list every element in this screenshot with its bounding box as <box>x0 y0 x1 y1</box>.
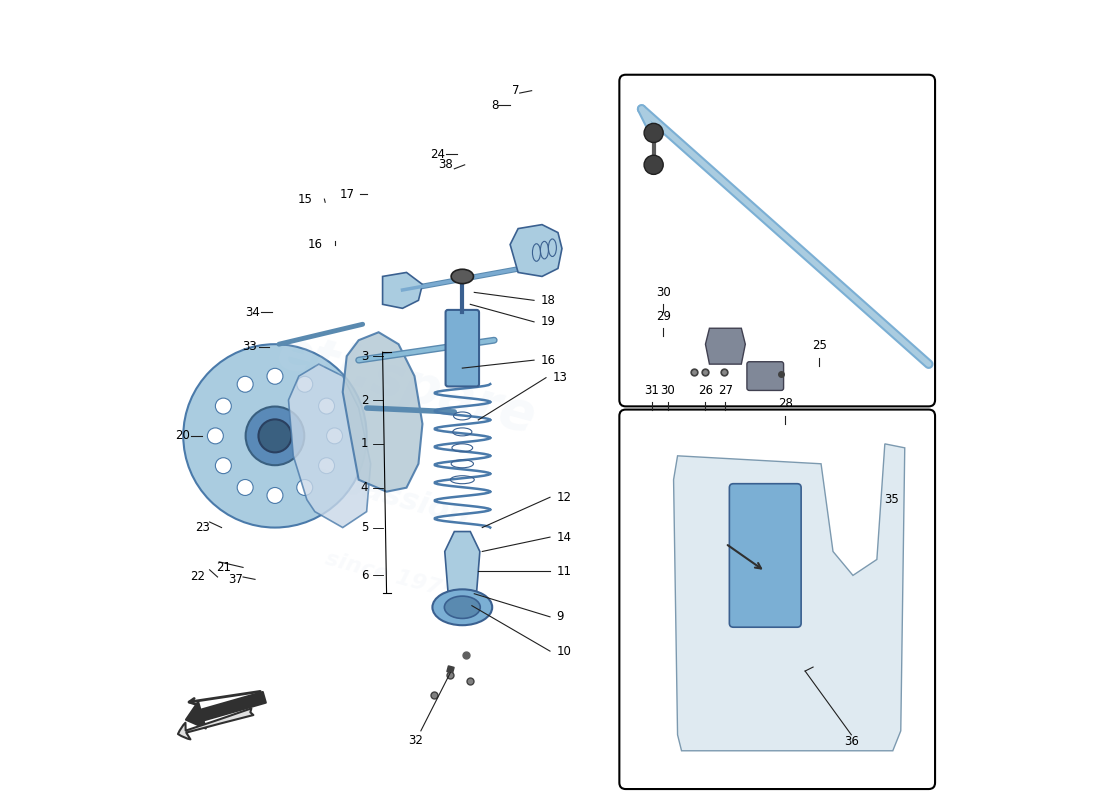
FancyBboxPatch shape <box>446 310 478 386</box>
Circle shape <box>319 398 334 414</box>
Text: 30: 30 <box>661 384 675 397</box>
Text: 1: 1 <box>361 438 368 450</box>
FancyBboxPatch shape <box>729 484 801 627</box>
FancyArrowPatch shape <box>186 692 266 729</box>
Polygon shape <box>444 531 480 591</box>
Ellipse shape <box>451 270 473 284</box>
Text: 21: 21 <box>216 561 231 574</box>
Text: 9: 9 <box>557 610 564 623</box>
Text: 13: 13 <box>552 371 568 384</box>
FancyBboxPatch shape <box>619 410 935 789</box>
Polygon shape <box>383 273 422 308</box>
Circle shape <box>297 479 312 495</box>
Text: 35: 35 <box>883 493 899 506</box>
Text: 23: 23 <box>195 521 210 534</box>
Text: 17: 17 <box>340 188 354 201</box>
Text: 10: 10 <box>557 645 571 658</box>
Circle shape <box>267 487 283 503</box>
Text: 11: 11 <box>557 565 571 578</box>
Text: since 1975: since 1975 <box>322 548 459 602</box>
Text: 19: 19 <box>540 315 556 328</box>
Text: 22: 22 <box>190 570 206 583</box>
Text: 36: 36 <box>844 734 859 748</box>
Text: 29: 29 <box>656 310 671 322</box>
Text: 26: 26 <box>698 384 713 397</box>
Text: 28: 28 <box>778 398 793 410</box>
Text: 38: 38 <box>438 158 453 171</box>
Ellipse shape <box>444 596 481 618</box>
FancyBboxPatch shape <box>747 362 783 390</box>
Text: 15: 15 <box>298 193 312 206</box>
Circle shape <box>319 458 334 474</box>
Text: 2: 2 <box>361 394 368 406</box>
Circle shape <box>327 428 342 444</box>
Text: 27: 27 <box>718 384 733 397</box>
Text: 12: 12 <box>557 490 571 504</box>
Text: 4: 4 <box>361 481 368 494</box>
Text: 16: 16 <box>308 238 322 251</box>
Text: etl.spare: etl.spare <box>272 325 541 443</box>
Circle shape <box>238 376 253 392</box>
Circle shape <box>208 428 223 444</box>
Text: 34: 34 <box>245 306 260 319</box>
Circle shape <box>645 123 663 142</box>
Text: 32: 32 <box>408 734 424 747</box>
Text: 16: 16 <box>540 354 556 366</box>
Text: 8: 8 <box>491 98 498 111</box>
Circle shape <box>297 376 312 392</box>
Text: 20: 20 <box>175 430 189 442</box>
Text: 7: 7 <box>513 84 519 97</box>
Polygon shape <box>343 332 422 492</box>
Text: 6: 6 <box>361 569 368 582</box>
Text: 3: 3 <box>361 350 368 362</box>
Polygon shape <box>288 364 371 527</box>
Text: 31: 31 <box>645 384 660 397</box>
Text: 30: 30 <box>656 286 671 299</box>
FancyBboxPatch shape <box>619 74 935 406</box>
Text: a passion: a passion <box>308 461 473 530</box>
Polygon shape <box>705 328 746 364</box>
Text: 37: 37 <box>228 573 243 586</box>
Circle shape <box>245 406 305 466</box>
Circle shape <box>184 344 366 527</box>
Text: 5: 5 <box>361 521 368 534</box>
Circle shape <box>216 398 231 414</box>
Circle shape <box>267 368 283 384</box>
Text: 25: 25 <box>812 339 827 352</box>
Circle shape <box>645 155 663 174</box>
Circle shape <box>258 419 292 452</box>
Text: 18: 18 <box>540 294 556 307</box>
Text: 24: 24 <box>430 148 444 161</box>
Polygon shape <box>510 225 562 277</box>
Polygon shape <box>673 444 905 750</box>
Text: 14: 14 <box>557 530 571 544</box>
Circle shape <box>238 479 253 495</box>
Circle shape <box>216 458 231 474</box>
Ellipse shape <box>432 590 492 626</box>
Text: 33: 33 <box>243 340 257 353</box>
